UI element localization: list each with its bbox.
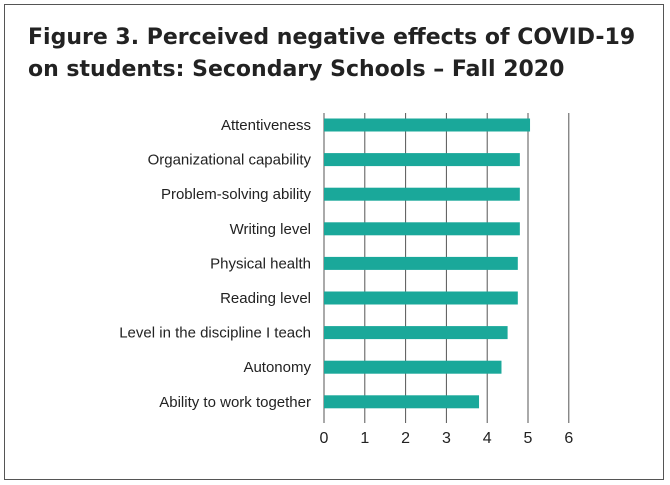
chart-title: Figure 3. Perceived negative effects of … bbox=[28, 22, 648, 86]
category-label-2: Problem-solving ability bbox=[161, 186, 312, 203]
x-tick-labels: 0 1 2 3 4 5 6 bbox=[320, 430, 574, 447]
category-label-5: Reading level bbox=[220, 290, 311, 307]
x-tick-label-1: 1 bbox=[360, 430, 369, 447]
x-tick-label-4: 4 bbox=[483, 430, 492, 447]
x-tick-label-6: 6 bbox=[564, 430, 573, 447]
bar-7 bbox=[324, 360, 502, 374]
x-tick-label-3: 3 bbox=[442, 430, 451, 447]
bar-6 bbox=[324, 326, 508, 340]
chart-title-line-1: Figure 3. Perceived negative effects of … bbox=[28, 25, 636, 50]
bar-4 bbox=[324, 256, 518, 270]
category-labels: Attentiveness Organizational capability Pr… bbox=[119, 117, 311, 411]
bar-0 bbox=[324, 118, 531, 132]
category-label-6: Level in the discipline I teach bbox=[119, 325, 311, 342]
category-label-7: Autonomy bbox=[243, 359, 311, 376]
x-tick-label-5: 5 bbox=[524, 430, 533, 447]
bar-3 bbox=[324, 222, 520, 236]
category-label-4: Physical health bbox=[210, 255, 311, 272]
x-tick-label-2: 2 bbox=[401, 430, 410, 447]
bar-1 bbox=[324, 153, 520, 167]
bars bbox=[324, 118, 531, 409]
category-label-0: Attentiveness bbox=[221, 117, 311, 134]
category-label-8: Ability to work together bbox=[159, 394, 311, 411]
category-label-1: Organizational capability bbox=[148, 152, 312, 169]
bar-2 bbox=[324, 187, 520, 201]
chart-title-line-2: on students: Secondary Schools – Fall 20… bbox=[28, 57, 565, 82]
category-label-3: Writing level bbox=[230, 221, 311, 238]
bar-5 bbox=[324, 291, 518, 305]
x-tick-label-0: 0 bbox=[320, 430, 329, 447]
bar-8 bbox=[324, 395, 480, 409]
